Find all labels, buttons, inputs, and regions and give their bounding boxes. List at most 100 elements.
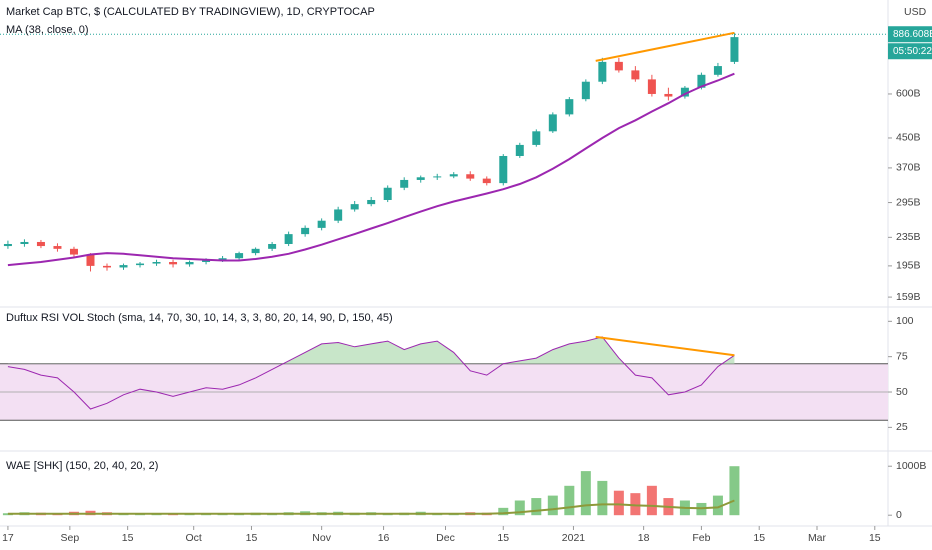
wae-bar [729,466,740,516]
x-tick-label: 2021 [562,532,586,544]
candle-body [119,265,128,268]
wae-bar [646,485,657,516]
x-tick-label: 15 [122,532,134,544]
candle-body [169,262,178,265]
x-tick-label: Oct [186,532,202,544]
x-tick-label: 15 [869,532,881,544]
x-tick-label: Mar [808,532,827,544]
candle-body [449,174,458,177]
last-price-label: 886.608B [893,29,932,40]
wae-bar [547,495,558,516]
candle-body [697,74,706,88]
ma-line [7,72,735,267]
plot: 17 Sep 15 Oct 15 Nov 16 Dec 15 2021 18 Feb 15 Mar 15 15… [0,26,932,544]
y-tick-label: 50 [896,386,908,398]
candle-body [713,66,722,75]
x-tick-label: Dec [436,532,455,544]
x-tick-label: Feb [692,532,710,544]
wae-bar [712,495,723,516]
candle-body [581,81,590,100]
candle-body [102,265,111,268]
countdown-label: 05:50:22 [893,46,932,57]
candle-body [647,79,656,94]
wae-bar [498,507,509,516]
wae-bar [630,493,641,516]
candle-body [53,246,62,249]
candle-body [152,262,161,264]
candle-body [383,187,392,200]
x-tick-label: Sep [61,532,80,544]
y-tick-label: 600B [896,88,921,100]
ma-legend: MA (38, close, 0) [6,24,89,36]
wae-bar [613,490,624,516]
rsi-line [7,336,735,410]
wae-bar [580,471,591,516]
x-tick-label: 15 [753,532,765,544]
x-tick-label: 15 [246,532,258,544]
candle-body [36,241,45,247]
candle-body [284,234,293,244]
y-tick-label: 295B [896,196,921,208]
overbought-fill [7,336,735,364]
candle-body [86,254,95,266]
candle-body [3,243,12,247]
last-price-box [888,26,932,43]
y-tick-label: 25 [896,421,908,433]
rsi-title: Duftux RSI VOL Stoch (sma, 14, 70, 30, 1… [6,312,393,324]
candle-body [482,178,491,184]
wae-bar [597,480,608,516]
candle-body [235,253,244,259]
candle-body [548,114,557,132]
candle-body [69,248,78,255]
candle-body [631,70,640,80]
chart-title: Market Cap BTC, $ (CALCULATED BY TRADING… [6,6,375,18]
candle-body [367,199,376,205]
candle-body [20,241,29,244]
candle-body [499,155,508,184]
candle-body [251,248,260,254]
x-tick-label: Nov [312,532,331,544]
candle-body [565,99,574,115]
y-tick-label: 1000B [896,460,926,472]
candle-body [664,93,673,97]
candle-body [532,131,541,145]
candle-body [614,61,623,71]
y-tick-label: 370B [896,162,921,174]
y-tick-label: 195B [896,260,921,272]
x-tick-label: 16 [378,532,390,544]
wae-bar [564,485,575,516]
candle-body [136,263,145,266]
x-tick-label: 17 [2,532,14,544]
wae-bar [168,514,179,516]
wae-bar [514,500,525,516]
candle-body [433,176,442,178]
candle-body [317,220,326,228]
wae-bar [531,498,542,516]
trendline [595,31,735,62]
candle-body [680,87,689,97]
currency: USD [904,6,927,18]
candle-body [185,262,194,265]
y-tick-label: 100 [896,315,914,327]
y-tick-label: 235B [896,231,921,243]
x-tick-label: 18 [638,532,650,544]
candle-body [268,243,277,249]
x-tick-label: 15 [497,532,509,544]
candle-body [218,258,227,260]
candle-body [350,204,359,210]
candle-body [515,144,524,156]
candle-body [334,209,343,221]
candle-body [301,227,310,235]
y-tick-label: 450B [896,132,921,144]
candle-body [416,177,425,180]
y-tick-label: 75 [896,350,908,362]
candle-body [598,61,607,82]
y-tick-label: 159B [896,291,921,303]
trendline [595,335,735,357]
candle-body [730,37,739,62]
candle-body [466,174,475,179]
candle-body [400,179,409,188]
explosion-line [7,499,735,515]
y-tick-label: 0 [896,509,902,521]
